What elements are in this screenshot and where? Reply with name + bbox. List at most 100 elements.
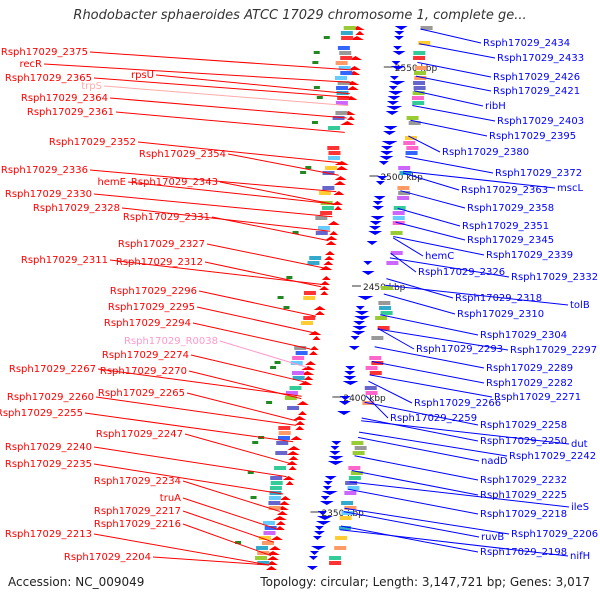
reverse-gene-arrow xyxy=(316,516,333,520)
reverse-gene-arrow xyxy=(394,31,405,35)
gene-leader-line-right xyxy=(408,135,441,153)
gene-label-left: Rsph17029_2375 xyxy=(1,47,88,58)
gene-leader-line-right xyxy=(397,207,461,227)
gene-label-right: Rsph17029_2332 xyxy=(511,272,598,283)
forward-gene-arrow xyxy=(349,56,363,60)
cog-block-right xyxy=(348,476,361,480)
cog-block-left xyxy=(339,51,352,55)
forward-gene-arrow xyxy=(314,311,325,315)
gene-label-left: Rsph17029_2265 xyxy=(98,388,185,399)
forward-gene-arrow xyxy=(308,351,318,355)
forward-gene-arrow xyxy=(324,256,335,260)
cog-block-left xyxy=(336,86,349,90)
forward-gene-arrow xyxy=(320,291,329,295)
forward-gene-arrow xyxy=(265,551,280,555)
gene-leader-line-right xyxy=(410,119,488,137)
reverse-gene-arrow xyxy=(366,241,378,245)
gene-label-left: trpS xyxy=(81,81,102,92)
forward-gene-arrow xyxy=(308,331,322,335)
forward-gene-arrow xyxy=(279,496,291,500)
gene-leader-line-right xyxy=(349,481,570,508)
reverse-gene-arrow xyxy=(343,376,357,380)
gene-label-left: Rsph17029_2296 xyxy=(110,286,197,297)
cog-block-right xyxy=(354,446,367,450)
gene-label-right: dut xyxy=(571,439,588,450)
cog-block-left xyxy=(284,396,297,400)
cog-block-right xyxy=(399,171,412,175)
gene-label-right: Rsph17029_2380 xyxy=(442,147,529,158)
gene-leader-line-right xyxy=(340,525,479,553)
gene-label-right: Rsph17029_2293 xyxy=(416,344,503,355)
gene-leader-line-right xyxy=(385,284,569,306)
gene-label-left: Rsph17029_2343 xyxy=(131,177,218,188)
gene-label-right: Rsph17029_2318 xyxy=(455,293,542,304)
cog-block-left xyxy=(263,531,276,535)
gene-leader-line-left xyxy=(155,74,350,95)
forward-gene-arrow xyxy=(293,416,307,420)
cog-block-left xyxy=(276,441,289,445)
forward-gene-arrow xyxy=(319,266,333,270)
gene-label-right: mscL xyxy=(557,183,583,194)
forward-gene-arrow xyxy=(313,306,326,310)
gene-leader-line-right xyxy=(357,436,480,462)
forward-gene-arrow xyxy=(312,336,321,340)
forward-gene-arrow xyxy=(319,286,330,290)
reverse-gene-arrow xyxy=(385,111,399,115)
gene-label-right: Rsph17029_2218 xyxy=(480,509,567,520)
gene-leader-line-right xyxy=(402,172,460,191)
gene-leader-line-left xyxy=(93,193,333,218)
forward-gene-arrow xyxy=(276,511,288,515)
reverse-gene-arrow xyxy=(336,411,351,415)
reverse-gene-arrow xyxy=(353,321,366,325)
gc-marker xyxy=(300,171,307,174)
reverse-gene-arrow xyxy=(323,481,333,485)
gene-label-right: Rsph17029_2358 xyxy=(467,203,554,214)
reverse-gene-arrow xyxy=(376,176,388,180)
reverse-gene-arrow xyxy=(328,456,344,460)
forward-gene-arrow xyxy=(303,376,314,380)
map-title: Rhodobacter sphaeroides ATCC 17029 chrom… xyxy=(73,8,527,23)
reverse-gene-arrow xyxy=(321,491,338,495)
gene-leader-line-right xyxy=(403,170,556,189)
forward-gene-arrow xyxy=(334,161,349,165)
gene-label-right: Rsph17029_2363 xyxy=(461,185,548,196)
gene-label-left: Rsph17029_2294 xyxy=(104,318,191,329)
gc-marker xyxy=(235,541,242,544)
gene-leader-line-left xyxy=(182,497,277,530)
gene-leader-line-left xyxy=(192,322,311,350)
cog-block-right xyxy=(408,121,421,125)
reverse-gene-arrow xyxy=(327,461,344,465)
forward-gene-arrow xyxy=(346,116,355,120)
reverse-gene-arrow xyxy=(357,296,374,300)
reverse-gene-arrow xyxy=(312,536,322,540)
gene-label-right: Rsph17029_2351 xyxy=(462,221,549,232)
gene-leader-line-left xyxy=(109,97,347,119)
gene-leader-line-right xyxy=(390,252,417,273)
cog-block-left xyxy=(274,466,287,470)
cog-block-right xyxy=(393,206,406,210)
reverse-gene-arrow xyxy=(373,196,386,200)
cog-block-left xyxy=(335,101,348,105)
gene-leader-line-right xyxy=(348,488,479,515)
cog-block-right xyxy=(335,536,348,540)
cog-block-right xyxy=(406,116,419,120)
reverse-gene-arrow xyxy=(354,311,369,315)
gene-leader-line-left xyxy=(227,153,339,176)
cog-block-right xyxy=(413,81,426,85)
forward-gene-arrow xyxy=(321,276,331,280)
cog-block-left xyxy=(270,476,283,480)
gene-leader-line-right xyxy=(369,374,493,398)
cog-block-left xyxy=(294,346,307,350)
gene-label-right: Rsph17029_2242 xyxy=(509,451,596,462)
cog-block-left xyxy=(325,166,338,170)
scale-tick-label: 2400 kbp xyxy=(343,394,386,404)
gene-label-right: Rsph17029_2339 xyxy=(486,250,573,261)
cog-block-left xyxy=(278,426,291,430)
cog-block-left xyxy=(328,126,341,130)
gene-leader-line-left xyxy=(93,446,287,478)
cog-block-left xyxy=(258,536,271,540)
gene-leader-line-left xyxy=(93,533,270,566)
cog-block-right xyxy=(371,336,384,340)
cog-block-left xyxy=(317,226,330,230)
reverse-gene-arrow xyxy=(310,546,326,550)
